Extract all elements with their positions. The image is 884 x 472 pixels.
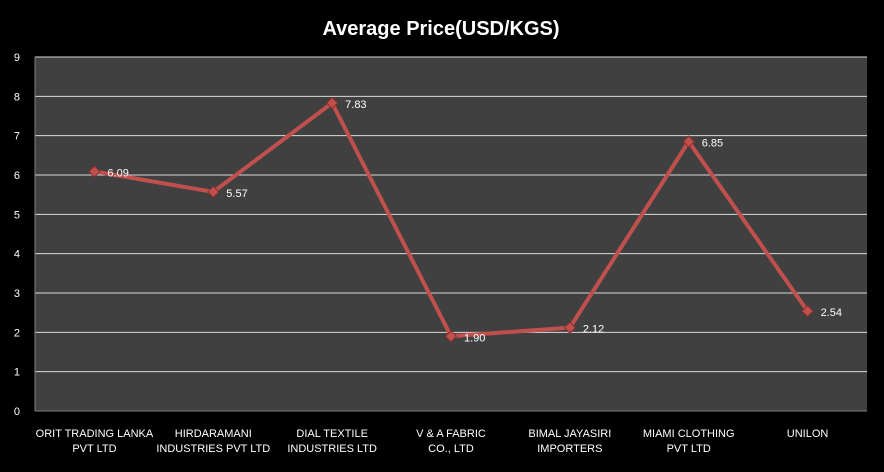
- x-category-label: BIMAL JAYASIRI IMPORTERS: [528, 428, 611, 455]
- y-tick-label: 8: [14, 91, 20, 103]
- y-tick-label: 6: [14, 170, 20, 182]
- x-category-label: HIRDARAMANI INDUSTRIES PVT LTD: [156, 428, 270, 455]
- x-category-label: V & A FABRIC CO., LTD: [416, 428, 486, 455]
- y-tick-label: 5: [14, 209, 20, 221]
- data-point-marker: [444, 330, 458, 343]
- data-point-marker: [207, 185, 220, 199]
- data-labels: 6.09 5.57 7.83 1.90 2.12 6.85 2.54: [107, 99, 842, 344]
- x-category-label: MIAMI CLOTHING PVT LTD: [643, 428, 735, 455]
- x-category-label-line: MIAMI CLOTHING: [643, 428, 735, 440]
- data-label: 5.57: [226, 188, 247, 200]
- x-category-label-line: BIMAL JAYASIRI: [528, 428, 611, 440]
- chart-title: Average Price(USD/KGS): [322, 18, 559, 40]
- x-category-label-line: DIAL TEXTILE: [296, 428, 368, 440]
- y-tick-label: 7: [14, 131, 20, 143]
- y-tick-label: 3: [14, 288, 20, 300]
- x-category-label-line: ORIT TRADING LANKA: [36, 428, 154, 440]
- data-point-marker: [801, 304, 814, 318]
- y-tick-labels: 0 1 2 3 4 5 6 7 8 9: [14, 52, 20, 418]
- x-category-label-line: INDUSTRIES LTD: [287, 443, 377, 455]
- data-label: 7.83: [345, 99, 366, 111]
- x-category-label-line: UNILON: [787, 428, 829, 440]
- x-category-label-line: PVT LTD: [667, 443, 711, 455]
- x-category-label-line: HIRDARAMANI: [175, 428, 252, 440]
- gridlines: [35, 56, 867, 373]
- data-point-marker: [325, 96, 339, 110]
- data-point-marker: [88, 165, 101, 178]
- x-category-label: UNILON: [787, 428, 829, 440]
- x-category-label: DIAL TEXTILE INDUSTRIES LTD: [287, 428, 377, 455]
- data-label: 2.12: [583, 324, 604, 336]
- x-category-label-line: V & A FABRIC: [416, 428, 486, 440]
- x-category-labels: ORIT TRADING LANKA PVT LTD HIRDARAMANI INDU…: [36, 428, 829, 455]
- y-tick-label: 0: [14, 406, 20, 418]
- x-category-label: ORIT TRADING LANKA PVT LTD: [36, 428, 154, 455]
- x-category-label-line: INDUSTRIES PVT LTD: [156, 443, 270, 455]
- x-category-label-line: IMPORTERS: [537, 443, 602, 455]
- axes: [34, 57, 867, 412]
- series-price: [88, 96, 814, 343]
- plot-area: [35, 57, 867, 411]
- data-point-marker: [563, 321, 577, 334]
- y-tick-label: 9: [14, 52, 20, 64]
- data-label: 1.90: [464, 332, 485, 344]
- x-category-label-line: CO., LTD: [428, 443, 474, 455]
- x-category-label-line: PVT LTD: [72, 443, 116, 455]
- data-label: 6.09: [107, 167, 128, 179]
- data-label: 2.54: [821, 307, 842, 319]
- y-tick-label: 4: [14, 249, 20, 261]
- y-tick-label: 1: [14, 367, 20, 379]
- data-point-marker: [682, 135, 695, 148]
- y-tick-label: 2: [14, 327, 20, 339]
- data-label: 6.85: [702, 138, 723, 150]
